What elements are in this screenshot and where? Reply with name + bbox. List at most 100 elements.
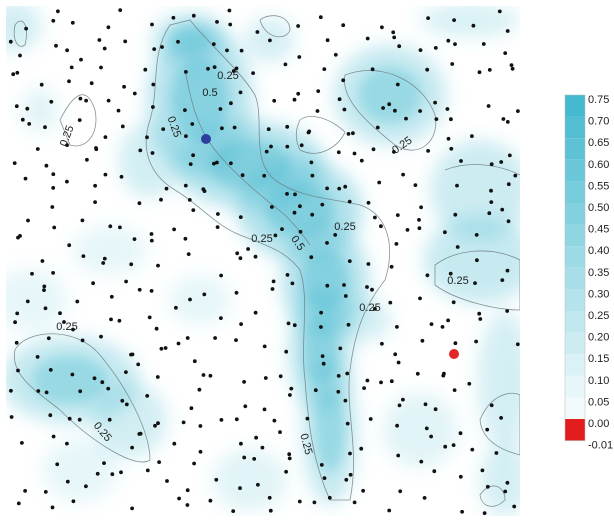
- sample-point: [254, 311, 258, 315]
- sample-point: [239, 91, 243, 95]
- sample-point: [138, 288, 142, 292]
- colorbar-tick-label: 0.65: [588, 137, 609, 149]
- sample-point: [381, 106, 385, 110]
- sample-point: [42, 288, 46, 292]
- sample-point: [418, 109, 422, 113]
- sample-point: [20, 441, 24, 445]
- colorbar-tick-label: 0.60: [588, 159, 609, 171]
- sample-point: [516, 109, 520, 113]
- sample-point: [15, 312, 19, 316]
- sample-point: [191, 208, 195, 212]
- sample-point: [212, 42, 216, 46]
- sample-point: [18, 54, 22, 58]
- sample-point: [271, 287, 275, 291]
- sample-point: [347, 323, 351, 327]
- sample-point: [396, 83, 400, 87]
- sample-point: [298, 500, 302, 504]
- sample-point: [164, 346, 168, 350]
- sample-point: [26, 219, 30, 223]
- sample-point: [348, 259, 352, 263]
- sample-point: [278, 430, 282, 434]
- sample-point: [256, 483, 260, 487]
- sample-point: [500, 208, 504, 212]
- colorbar-band: [565, 203, 585, 225]
- sample-point: [130, 507, 134, 511]
- sample-point: [177, 342, 181, 346]
- colorbar-band: [565, 246, 585, 268]
- sample-point: [109, 318, 113, 322]
- sample-point: [323, 476, 327, 480]
- sample-point: [455, 184, 459, 188]
- sample-point: [43, 125, 47, 129]
- sample-point: [136, 363, 140, 367]
- sample-point: [81, 219, 85, 223]
- sample-point: [475, 258, 479, 262]
- colorbar-tick-label: 0.00: [588, 418, 609, 430]
- sample-point: [184, 237, 188, 241]
- sample-point: [397, 44, 401, 48]
- sample-point: [425, 427, 429, 431]
- sample-point: [172, 228, 176, 232]
- sample-point: [270, 205, 274, 209]
- sample-point: [506, 120, 510, 124]
- sample-point: [25, 107, 29, 111]
- sample-point: [432, 469, 436, 473]
- sample-point: [219, 107, 223, 111]
- sample-point: [441, 325, 445, 329]
- sample-point: [65, 180, 69, 184]
- sample-point: [269, 145, 273, 149]
- sample-point: [36, 147, 40, 151]
- sample-point: [199, 450, 203, 454]
- sample-point: [93, 376, 97, 380]
- colorbar-band: [565, 181, 585, 203]
- sample-point: [307, 130, 311, 134]
- sample-point: [118, 8, 122, 12]
- sample-point: [505, 309, 509, 313]
- sample-point: [138, 149, 142, 153]
- colorbar-tick-label: 0.25: [588, 310, 609, 322]
- sample-point: [425, 68, 429, 72]
- sample-point: [325, 241, 329, 245]
- sample-point: [434, 407, 438, 411]
- sample-point: [161, 127, 165, 131]
- sample-point: [512, 505, 516, 509]
- sample-point: [47, 336, 51, 340]
- sample-point: [477, 312, 481, 316]
- sample-point: [124, 370, 128, 374]
- sample-point: [131, 353, 135, 357]
- sample-point: [103, 47, 107, 51]
- sample-point: [285, 192, 289, 196]
- sample-point: [79, 58, 83, 62]
- sample-point: [156, 421, 160, 425]
- colorbar-band: [565, 419, 585, 441]
- sample-point: [419, 460, 423, 464]
- sample-point: [498, 10, 502, 14]
- colorbar-tick-label: 0.55: [588, 180, 609, 192]
- sample-point: [118, 319, 122, 323]
- sample-point: [506, 269, 510, 273]
- sample-point: [495, 451, 499, 455]
- sample-point: [209, 499, 213, 503]
- sample-point: [192, 462, 196, 466]
- sample-point: [62, 320, 66, 324]
- colorbar-band: [565, 354, 585, 376]
- sample-point: [475, 233, 479, 237]
- sample-point: [51, 172, 55, 176]
- sample-point: [96, 472, 100, 476]
- contour-label-10: 0.25: [56, 321, 77, 333]
- sample-point: [225, 49, 229, 53]
- sample-point: [470, 448, 474, 452]
- sample-point: [165, 479, 169, 483]
- sample-point: [288, 393, 292, 397]
- sample-point: [272, 99, 276, 103]
- sample-point: [447, 137, 451, 141]
- sample-point: [90, 81, 94, 85]
- sample-point: [321, 354, 325, 358]
- sample-point: [102, 461, 106, 465]
- sample-point: [13, 161, 17, 165]
- sample-point: [100, 380, 104, 384]
- sample-point: [110, 295, 114, 299]
- sample-point: [274, 234, 278, 238]
- sample-point: [473, 281, 477, 285]
- sample-point: [487, 104, 491, 108]
